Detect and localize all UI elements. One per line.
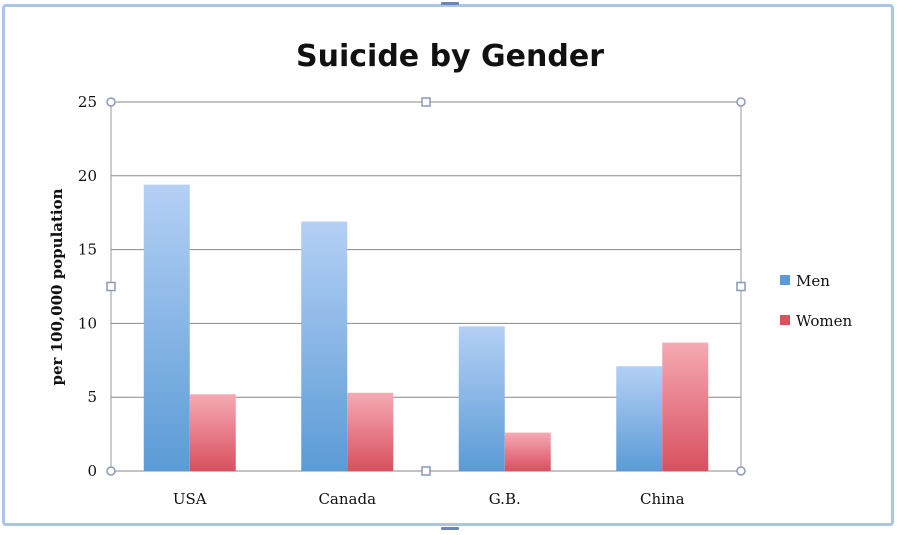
legend-label-men: Men xyxy=(796,272,830,290)
y-tick-label: 25 xyxy=(78,93,97,111)
bar-men-canada xyxy=(301,221,348,471)
y-axis-label: per 100,000 population xyxy=(48,188,66,385)
selection-handle[interactable] xyxy=(106,466,116,476)
top-resize-grip[interactable] xyxy=(441,2,459,5)
bar-men-usa xyxy=(143,184,190,471)
bar-women-canada xyxy=(347,392,394,471)
y-tick-label: 0 xyxy=(87,462,97,480)
bar-women-china xyxy=(662,342,709,471)
bar-men-gb xyxy=(458,326,505,471)
y-tick-label: 10 xyxy=(78,314,97,332)
x-tick-label: Canada xyxy=(318,490,376,508)
chart-title: Suicide by Gender xyxy=(296,39,604,74)
x-tick-label: USA xyxy=(173,490,207,508)
selection-handle[interactable] xyxy=(421,97,431,107)
bar-women-gb xyxy=(504,432,551,471)
x-tick-label: G.B. xyxy=(489,490,521,508)
legend-swatch-women xyxy=(780,315,790,325)
legend-swatch-men xyxy=(780,275,790,285)
y-tick-label: 20 xyxy=(78,167,97,185)
selection-handle[interactable] xyxy=(106,281,116,292)
y-tick-label: 15 xyxy=(78,241,97,259)
y-tick-label: 5 xyxy=(87,388,97,406)
bar-women-usa xyxy=(189,394,236,471)
legend-label-women: Women xyxy=(796,312,853,330)
selection-handle[interactable] xyxy=(106,97,116,107)
bottom-resize-grip[interactable] xyxy=(441,527,459,530)
selection-handle[interactable] xyxy=(736,466,746,476)
selection-handle[interactable] xyxy=(736,97,746,107)
x-tick-label: China xyxy=(640,490,685,508)
selection-handle[interactable] xyxy=(736,281,746,292)
bar-men-china xyxy=(616,366,663,471)
selection-handle[interactable] xyxy=(421,466,431,476)
